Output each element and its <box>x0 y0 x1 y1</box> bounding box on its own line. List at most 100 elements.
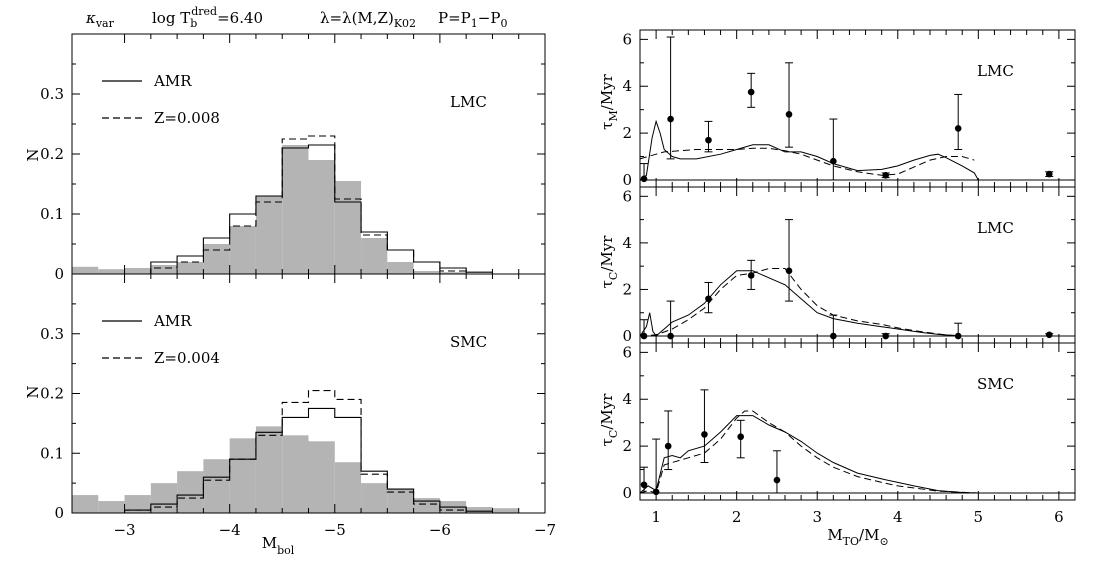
header-lambda: λ=λ(M,Z)K02 <box>320 9 416 30</box>
observed-bar <box>387 489 414 513</box>
observed-bar <box>282 435 309 513</box>
observed-bar <box>334 181 362 274</box>
solid-curve <box>639 415 979 494</box>
observed-bar <box>72 266 99 274</box>
panel-tau_c_smc: 1 2 3 4 5 6 0 2 4 6 SMC <box>622 342 1076 526</box>
data-point <box>747 88 755 96</box>
tau_c_smc-ytick-label: 6 <box>622 343 632 361</box>
observed-bar <box>72 495 99 513</box>
observed-bar <box>282 145 309 274</box>
data-point <box>830 157 837 165</box>
tau_c_smc-ytick-label: 0 <box>622 484 632 502</box>
observed-bar <box>150 483 178 513</box>
data-point <box>737 433 744 441</box>
amr-step-line <box>72 144 545 275</box>
tau_c_smc-frame <box>639 342 1076 501</box>
observed-bar <box>439 272 467 274</box>
observed-bar <box>413 271 440 274</box>
data-point <box>640 175 648 183</box>
hist-xlabel: Mbol <box>262 534 295 557</box>
observed-bar <box>361 483 388 513</box>
tau_c_lmc-frame <box>639 186 1076 344</box>
data-point <box>882 171 889 179</box>
hist_smc-xtick-label: −4 <box>219 521 241 539</box>
observed-bar <box>229 438 256 513</box>
tau_m_lmc-ytick-label: 0 <box>622 171 632 189</box>
dashed-curve <box>639 410 979 494</box>
tau_c_lmc-region-label: LMC <box>977 219 1014 237</box>
observed-bar <box>361 238 388 274</box>
tau-xlabel: MTO/M⊙ <box>827 526 888 548</box>
observed-bar <box>177 262 204 274</box>
tau_m_lmc-ytick-label: 2 <box>622 124 632 142</box>
panel-tau_m_lmc: 0 2 4 6 LMC <box>622 29 1076 189</box>
data-point <box>773 476 781 484</box>
observed-bar <box>492 508 519 513</box>
panel-hist_smc: −3 −4 −5 −6 −7 0 0.1 0.2 0.3 SMC AMR Z=0.004 <box>40 273 556 539</box>
tau_c_smc-ytick-label: 4 <box>622 390 632 408</box>
hist_lmc-ytick-label: 0.3 <box>40 85 64 103</box>
data-point <box>785 267 793 275</box>
observed-bar <box>98 269 125 274</box>
tau_c_smc-ytick-label: 2 <box>622 437 632 455</box>
observed-bar <box>229 226 256 274</box>
header-period: P=P1−P0 <box>438 9 507 30</box>
observed-bar <box>203 459 230 513</box>
solid-curve <box>639 119 979 181</box>
tau_c_lmc-ytick-label: 4 <box>622 234 632 252</box>
hist_smc-ytick-label: 0.2 <box>40 385 64 403</box>
hist-lmc-ylabel: N <box>24 148 42 161</box>
hist_smc-xtick-label: −7 <box>534 521 556 539</box>
tau_c_smc-region-label: SMC <box>977 375 1014 393</box>
legend-amr-label: AMR <box>153 72 192 90</box>
data-point <box>1045 170 1053 178</box>
hist_smc-ytick-label: 0.1 <box>40 444 64 462</box>
observed-bar <box>308 160 335 274</box>
tau_m_lmc-region-label: LMC <box>977 62 1014 80</box>
data-point <box>667 332 674 340</box>
tau_c_smc-xtick-label: 5 <box>974 508 984 526</box>
data-point <box>701 431 708 438</box>
data-point <box>954 332 962 340</box>
hist_smc-xtick-label: −3 <box>113 521 135 539</box>
data-point <box>664 442 672 450</box>
observed-bar <box>387 262 414 274</box>
observed-bar <box>466 507 493 513</box>
observed-bar <box>177 471 204 513</box>
legend-z-label: Z=0.008 <box>154 109 220 127</box>
panel-tau_c_lmc: 0 2 4 6 LMC <box>622 186 1076 345</box>
hist_lmc-ytick-label: 0.2 <box>40 145 64 163</box>
hist_smc-xtick-label: −5 <box>324 521 346 539</box>
tau_c_smc-xtick-label: 6 <box>1054 508 1064 526</box>
tau_c_lmc-ytick-label: 6 <box>622 187 632 205</box>
tau-m-lmc-ylabel: τM/Myr <box>598 73 620 129</box>
data-point <box>705 295 712 303</box>
amr-step-line <box>72 407 545 514</box>
data-point <box>785 111 793 118</box>
tau-c-lmc-ylabel: τC/Myr <box>598 235 620 289</box>
observed-bar <box>255 426 283 513</box>
data-point <box>640 481 648 489</box>
header-logT: log Tbdred=6.40 <box>152 5 263 30</box>
header-kappa: κvar <box>85 9 115 30</box>
hist-smc-ylabel: N <box>24 385 42 398</box>
panel-hist_lmc: 0 0.1 0.2 0.3 LMC AMR Z=0.008 <box>40 33 546 283</box>
data-point <box>882 332 889 340</box>
observed-bar <box>98 501 125 513</box>
tau_c_smc-xtick-label: 2 <box>732 508 742 526</box>
dashed-curve <box>639 147 975 176</box>
data-point <box>954 125 962 132</box>
observed-bar <box>413 498 440 513</box>
data-point <box>830 332 837 340</box>
hist_lmc-region-label: LMC <box>450 93 487 111</box>
tau_c_smc-xtick-label: 4 <box>893 508 903 526</box>
tau_c_lmc-ytick-label: 2 <box>622 280 632 298</box>
hist_smc-ytick-label: 0.3 <box>40 325 64 343</box>
tau_c_lmc-ytick-label: 0 <box>622 327 632 345</box>
hist_lmc-ytick-label: 0 <box>54 265 64 283</box>
data-point <box>1045 331 1053 339</box>
tau_c_smc-xtick-label: 1 <box>651 508 661 526</box>
tau_m_lmc-ytick-label: 6 <box>622 30 632 48</box>
observed-bar <box>203 244 230 274</box>
